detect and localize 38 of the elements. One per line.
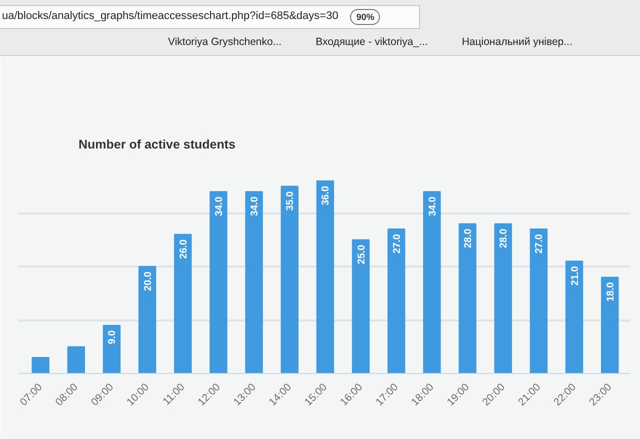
bar (280, 186, 298, 374)
bar (67, 346, 86, 374)
bar (210, 191, 228, 374)
data-label: 34.0 (250, 196, 261, 216)
data-label: 9.0 (107, 330, 118, 344)
bar (458, 223, 476, 374)
bar (352, 239, 370, 374)
text: Viktoriya Gryshchenko... (168, 35, 282, 50)
data-label: 27.0 (392, 234, 403, 254)
data-label: 21.0 (570, 266, 581, 286)
bar (32, 356, 50, 374)
bar (245, 191, 263, 374)
data-label: 26.0 (178, 238, 190, 259)
bar (138, 266, 156, 374)
text: Входящие - viktoriya_... (316, 35, 428, 50)
bar (316, 180, 334, 374)
text: ua/blocks/analytics_graphs/timeaccesseschart.php?id=685&days=30 (2, 9, 338, 24)
chart-title: Number of active students (78, 138, 236, 152)
data-label: 20.0 (142, 271, 154, 291)
data-label: 28.0 (463, 228, 474, 248)
data-label: 28.0 (498, 228, 510, 248)
bar (102, 324, 121, 374)
data-label: 35.0 (285, 190, 296, 211)
bar (388, 228, 406, 374)
bar (174, 234, 192, 374)
bar (423, 191, 441, 374)
bar (601, 276, 619, 374)
data-label: 27.0 (534, 234, 546, 254)
data-label: 34.0 (214, 196, 225, 216)
bar (494, 223, 512, 374)
text: 90% (350, 8, 380, 26)
data-label: 36.0 (320, 185, 332, 206)
bar (530, 228, 548, 374)
data-label: 25.0 (356, 244, 368, 264)
data-label: 34.0 (427, 196, 438, 216)
bar (565, 260, 584, 374)
text: Національний універ... (462, 35, 572, 50)
data-label: 18.0 (605, 282, 616, 302)
